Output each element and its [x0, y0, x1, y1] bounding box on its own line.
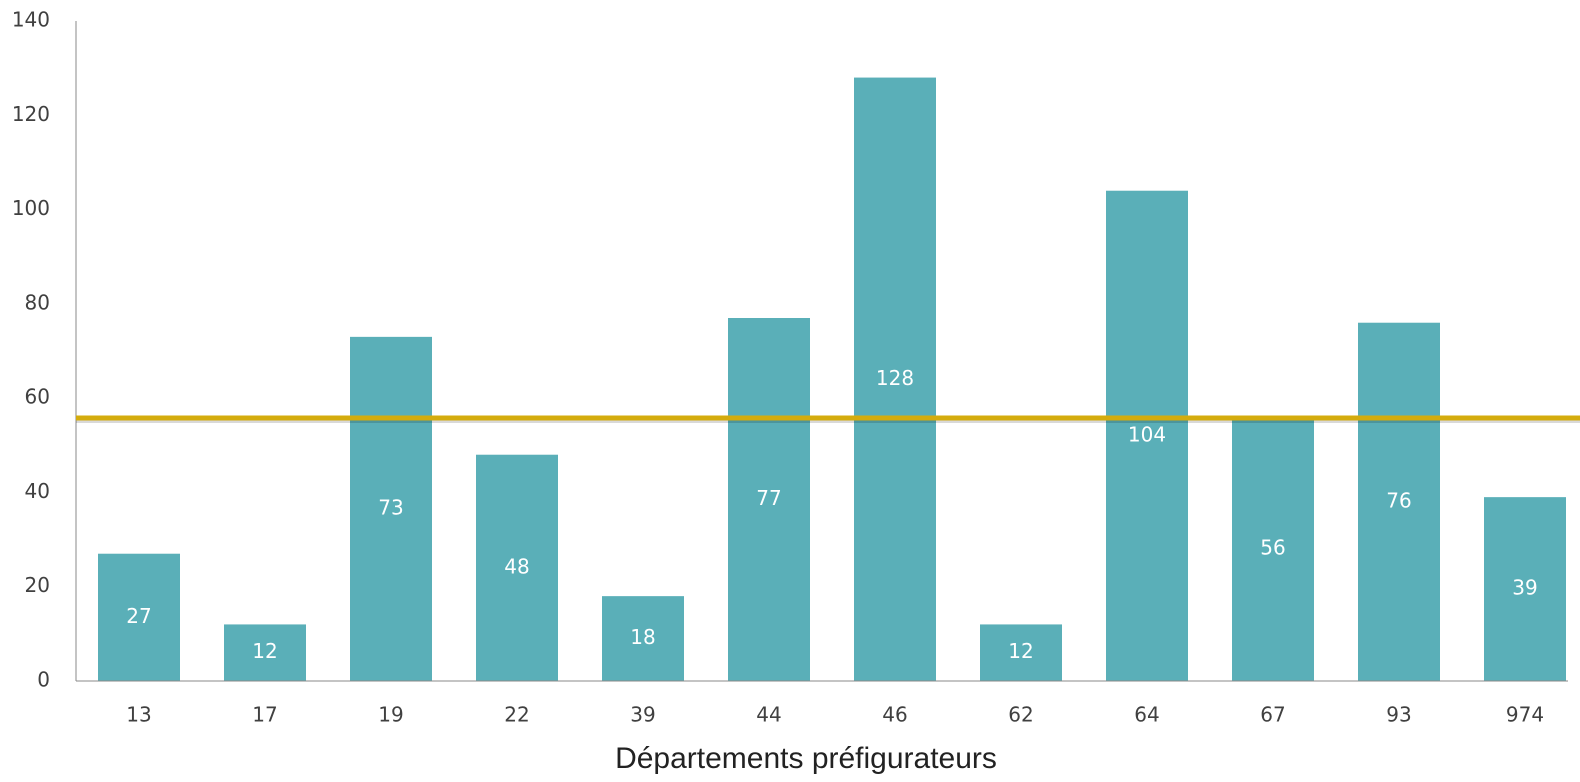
data-label: 18: [630, 625, 655, 649]
data-label: 76: [1386, 488, 1411, 512]
bar: [476, 454, 558, 681]
y-tick-label: 0: [37, 668, 50, 692]
y-tick-label: 20: [25, 573, 50, 597]
data-label: 39: [1512, 576, 1537, 600]
x-tick-label: 46: [882, 703, 907, 727]
x-tick-label: 93: [1386, 703, 1411, 727]
data-label: 12: [1008, 639, 1033, 663]
x-tick-label: 67: [1260, 703, 1285, 727]
bar: [602, 596, 684, 681]
y-tick-label: 60: [25, 385, 50, 409]
y-tick-label: 140: [12, 8, 50, 32]
x-tick-label: 44: [756, 703, 781, 727]
data-label: 27: [126, 604, 151, 628]
y-tick-label: 80: [25, 290, 50, 314]
data-label: 104: [1128, 422, 1166, 446]
bar: [350, 336, 432, 681]
x-tick-label: 39: [630, 703, 655, 727]
data-label: 128: [876, 366, 914, 390]
x-tick-label: 17: [252, 703, 277, 727]
bar: [224, 624, 306, 681]
x-tick-label: 13: [126, 703, 151, 727]
x-tick-label: 22: [504, 703, 529, 727]
x-tick-label: 974: [1506, 703, 1544, 727]
x-tick-label: 62: [1008, 703, 1033, 727]
y-tick-label: 120: [12, 102, 50, 126]
bar: [98, 553, 180, 681]
x-tick-label: 19: [378, 703, 403, 727]
bar: [728, 318, 810, 681]
data-label: 77: [756, 486, 781, 510]
bar: [1106, 190, 1188, 681]
bar: [980, 624, 1062, 681]
bar: [1484, 497, 1566, 681]
x-axis-title: Départements préfigurateurs: [615, 742, 997, 775]
data-label: 48: [504, 554, 529, 578]
data-label: 12: [252, 639, 277, 663]
data-label: 73: [378, 495, 403, 519]
x-tick-label: 64: [1134, 703, 1159, 727]
bar: [1358, 322, 1440, 681]
bar: [1232, 417, 1314, 681]
y-tick-label: 100: [12, 196, 50, 220]
y-tick-label: 40: [25, 479, 50, 503]
bar: [854, 77, 936, 682]
data-label: 56: [1260, 536, 1285, 560]
